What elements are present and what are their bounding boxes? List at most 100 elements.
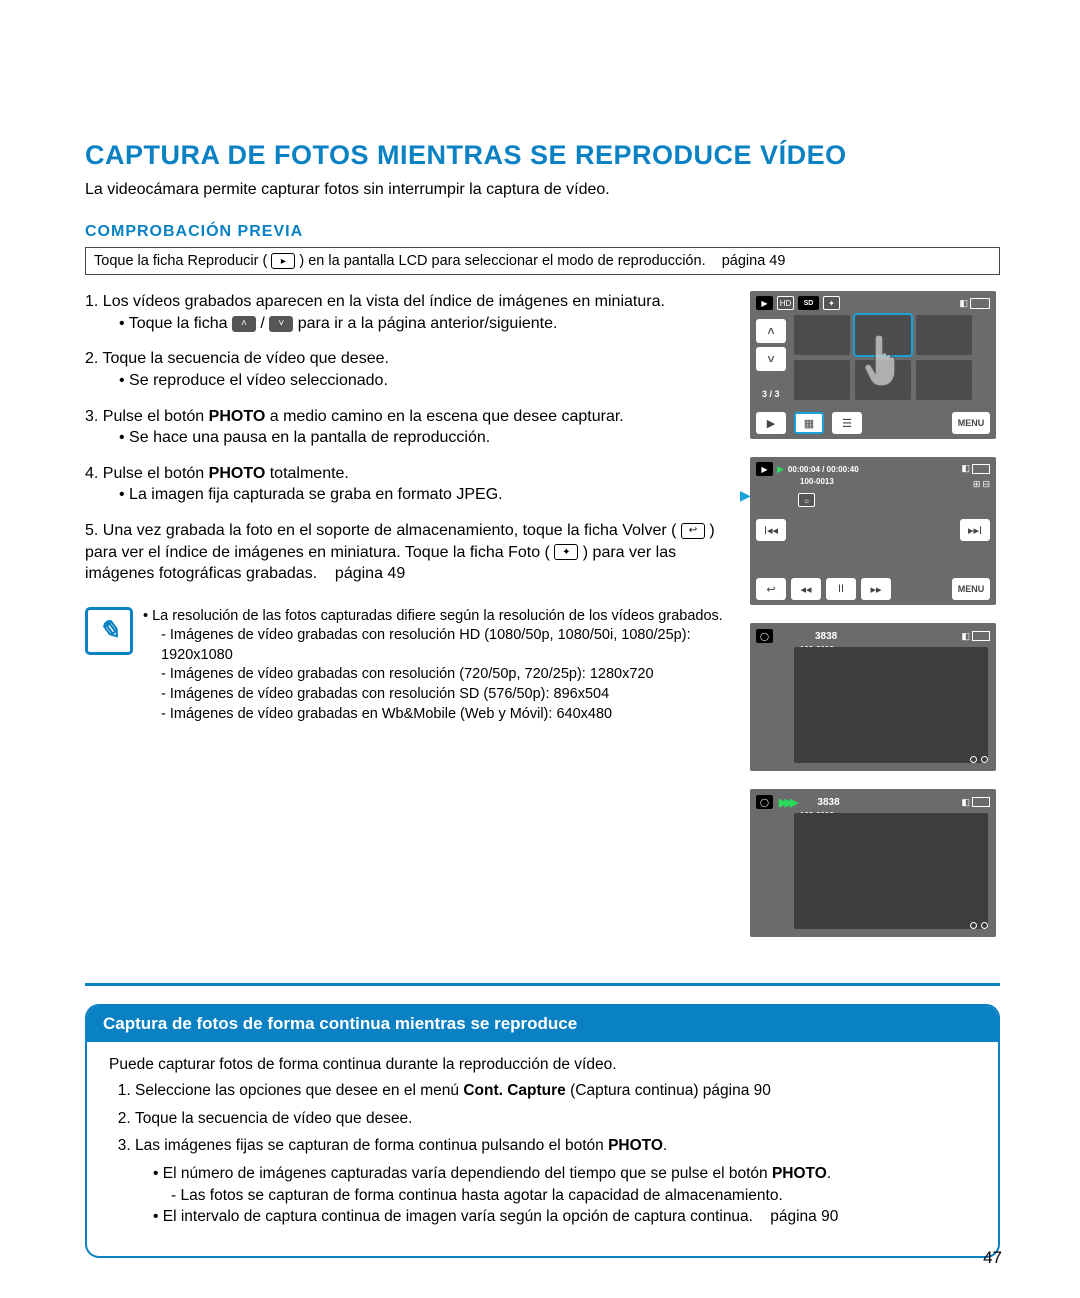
menu-button[interactable]: MENU [952,412,990,434]
photo-tab-icon: ✦ [554,544,578,560]
steps-column: 1. Los vídeos grabados aparecen en la vi… [85,291,732,955]
thumbnail-grid [794,315,972,400]
down-arrow-icon: ˅ [269,316,293,332]
step4-sub: • La imagen fija capturada se graba en f… [119,484,732,506]
box-sub1-b: PHOTO [772,1165,827,1182]
timecode: 00:00:04 / 00:00:40 [788,465,859,474]
preview-area [794,813,988,929]
note-text: • La resolución de las fotos capturadas … [143,607,732,724]
back-icon: ↩ [681,523,705,539]
capture-count: 3838 [815,631,837,642]
box-title: Captura de fotos de forma continua mient… [87,1006,998,1042]
note-line4: - Imágenes de vídeo grabadas con resoluc… [161,685,732,705]
up-arrow-icon: ˄ [232,316,256,332]
step5-a: 5. Una vez grabada la foto en el soporte… [85,522,676,539]
box-step2: Toque la secuencia de vídeo que desee. [135,1108,976,1130]
list-tab-button[interactable]: ☰ [832,412,862,434]
box-step1-b: (Captura continua) [570,1082,698,1099]
battery-icon [972,464,990,474]
box-sub3-a: • El intervalo de captura continua de im… [153,1208,753,1225]
box-step1: Seleccione las opciones que desee en el … [135,1080,976,1102]
box-step3: Las imágenes fijas se capturan de forma … [135,1135,976,1228]
note-icon: ✎ [85,607,133,655]
thumbnail-item[interactable] [794,315,850,355]
lcd-screen-playback: ▶ ▶ ▶ 00:00:04 / 00:00:40 ◧ ⊞ ⊟ 100-0013… [750,457,996,605]
box-step1-bold: Cont. Capture [463,1082,565,1099]
thumbnail-item[interactable] [794,360,850,400]
step5-page: página 49 [335,565,405,582]
box-step3-photo: PHOTO [608,1137,663,1154]
battery-icon [972,631,990,641]
card-icon: ◧ [961,631,970,642]
pager-text: 3 / 3 [762,389,780,399]
preview-area [794,647,988,763]
photo-label-2: PHOTO [209,465,266,482]
lcd-screen-capture: ◯ 3838 ◧ 100-0013 [750,623,996,771]
dots-indicator [970,756,988,763]
step3-sub: • Se hace una pausa en la pantalla de re… [119,427,732,449]
continuous-capture-box: Captura de fotos de forma continua mient… [85,1004,1000,1258]
box-sub2: - Las fotos se capturan de forma continu… [171,1185,976,1207]
section-divider [85,983,1000,986]
step2: 2. Toque la secuencia de vídeo que desee… [85,348,732,370]
box-sub1-a: • El número de imágenes capturadas varía… [153,1165,768,1182]
grid-tab-button[interactable]: ▦ [794,412,824,434]
box-intro: Puede capturar fotos de forma continua d… [109,1054,976,1076]
play-mode-icon: ▶ [756,296,773,310]
page-down-button[interactable]: ˅ [756,347,786,371]
note-line3: - Imágenes de vídeo grabadas con resoluc… [161,665,732,685]
thumbnail-item[interactable] [855,360,911,400]
forward-button[interactable]: ▸▸ [861,578,891,600]
play-tab-button[interactable]: ▶ [756,412,786,434]
note-line5: - Imágenes de vídeo grabadas en Wb&Mobil… [161,705,732,725]
photo-label: PHOTO [209,408,266,425]
step1-sub-b: para ir a la página anterior/siguiente. [298,315,558,332]
playing-icon: ▶ [777,464,784,475]
mode-icon: ☼ [798,493,815,507]
step4-b: totalmente. [270,465,349,482]
play-mode-icon: ▶ [756,462,773,476]
sd-card-icon: SD [798,296,819,310]
precheck-text-b: ) en la pantalla LCD para seleccionar el… [299,253,705,269]
battery-icon [970,298,990,309]
lcd-screen-thumbnails: ▶ HD SD ✦ ◧ ˄ ˅ [750,291,996,439]
screens-column: ▶ HD SD ✦ ◧ ˄ ˅ [750,291,1000,955]
photo-mode-icon: ✦ [823,296,840,310]
box-step1-page: página 90 [703,1082,771,1099]
thumbnail-item[interactable] [916,360,972,400]
dots-indicator [970,922,988,929]
step3-a: 3. Pulse el botón [85,408,204,425]
card-icon: ◧ [961,797,970,808]
file-number: 100-0013 [800,477,834,486]
prev-button[interactable]: I◂◂ [756,519,786,541]
hd-icon: HD [777,296,794,310]
next-button[interactable]: ▸▸I [960,519,990,541]
status-icon: ⊞ [973,479,981,490]
intro-text: La videocámara permite capturar fotos si… [85,181,1000,199]
page-up-button[interactable]: ˄ [756,319,786,343]
menu-button[interactable]: MENU [952,578,990,600]
capture-count: 3838 [817,797,839,808]
step4-a: 4. Pulse el botón [85,465,204,482]
section-heading: COMPROBACIÓN PREVIA [85,223,1000,241]
page-number: 47 [983,1248,1002,1268]
box-step1-a: Seleccione las opciones que desee en el … [135,1082,459,1099]
box-step3-a: Las imágenes fijas se capturan de forma … [135,1137,604,1154]
play-tab-icon: ▸ [271,253,295,269]
back-button[interactable]: ↩ [756,578,786,600]
thumbnail-item-selected[interactable] [855,315,911,355]
box-sub3-page: página 90 [770,1208,838,1225]
precheck-box: Toque la ficha Reproducir ( ▸ ) en la pa… [85,247,1000,275]
step3-b: a medio camino en la escena que desee ca… [270,408,624,425]
note-line2: - Imágenes de vídeo grabadas con resoluc… [161,626,732,665]
battery-icon [972,797,990,807]
step1-sub-a: • Toque la ficha [119,315,228,332]
precheck-text-a: Toque la ficha Reproducir ( [94,253,267,269]
rewind-button[interactable]: ◂◂ [791,578,821,600]
pause-button[interactable]: II [826,578,856,600]
page-title: CAPTURA DE FOTOS MIENTRAS SE REPRODUCE V… [85,140,1000,171]
thumbnail-item[interactable] [916,315,972,355]
step2-sub: • Se reproduce el vídeo seleccionado. [119,370,732,392]
photo-mode-icon: ◯ [756,795,773,809]
precheck-page-ref: página 49 [722,253,786,269]
